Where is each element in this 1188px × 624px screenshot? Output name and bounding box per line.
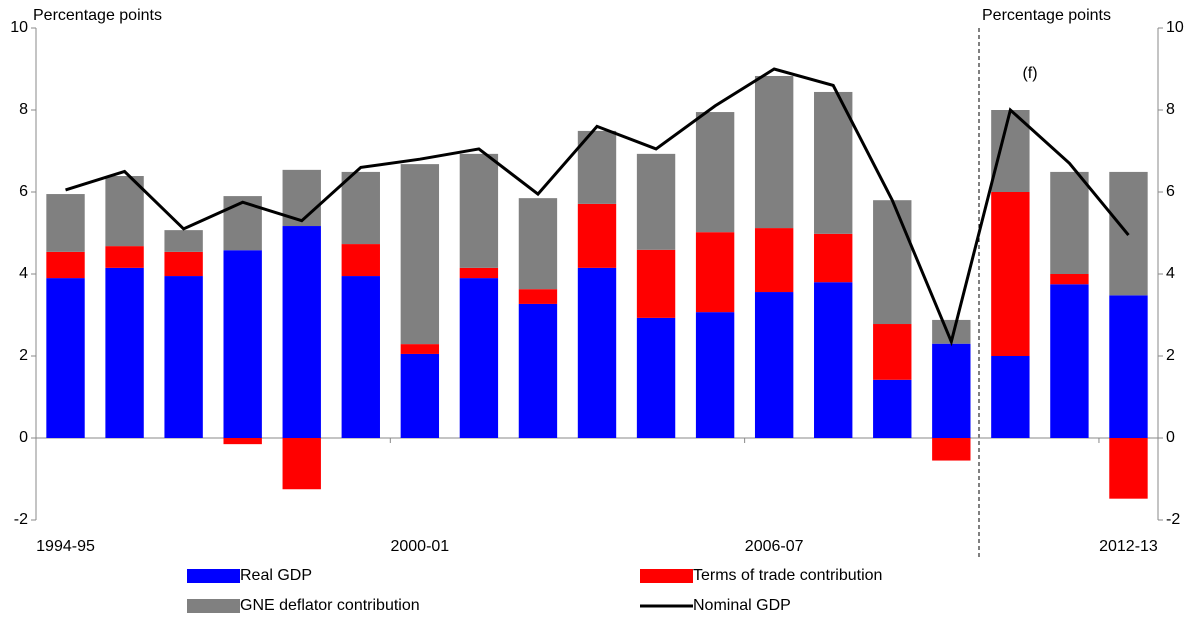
bar [754,228,794,293]
y-tick-label: 4 [19,265,28,282]
bar [695,232,735,313]
x-tick-label: 2000-01 [390,538,449,555]
bar [932,343,971,438]
y-axis-title: Percentage points [33,7,162,24]
y2-tick-label: 10 [1166,19,1184,36]
legend-label: Real GDP [240,567,312,584]
y-tick-label: -2 [14,511,28,528]
y2-tick-label: 6 [1166,183,1175,200]
bar [46,194,85,252]
bar [577,267,617,438]
legend-swatch [187,599,240,613]
bar [341,244,380,277]
bar [459,267,499,279]
bar [459,278,499,438]
bar [459,153,499,268]
bar [223,196,262,251]
bar [46,278,85,438]
y-tick-label: 2 [19,347,28,364]
x-tick-label: 2012-13 [1099,538,1158,555]
y2-tick-label: 8 [1166,101,1175,118]
bar [105,267,144,438]
bar [991,192,1030,356]
y-tick-label: 6 [19,183,28,200]
x-tick-label: 2006-07 [745,538,804,555]
bar [1109,295,1148,438]
bar [105,246,144,268]
bar [873,379,912,438]
annotation: (f) [1022,65,1037,82]
bar [164,251,203,277]
bar [518,303,558,438]
bar [932,438,971,461]
legend-swatch [640,569,693,583]
y2-tick-label: -2 [1166,511,1180,528]
bar [164,230,203,252]
y2-tick-label: 4 [1166,265,1175,282]
bar [341,171,380,245]
bar [991,356,1030,438]
bar [873,200,912,325]
bar [400,344,440,354]
legend-label: Nominal GDP [693,597,791,614]
legend-label: GNE deflator contribution [240,597,420,614]
bar [1109,438,1148,499]
bar [223,438,262,445]
bar [164,276,203,438]
bar [991,110,1030,192]
bar [1050,284,1089,438]
y-tick-label: 8 [19,101,28,118]
bar [1050,171,1089,274]
bar [400,353,440,438]
legend-swatch [187,569,240,583]
bar [814,282,853,438]
y-tick-label: 10 [10,19,28,36]
bar [518,289,558,304]
y-tick-label: 0 [19,429,28,446]
bar [873,324,912,380]
bar [282,226,321,438]
bar [636,317,676,438]
bar [695,312,735,438]
y2-tick-label: 2 [1166,347,1175,364]
bar [814,233,853,283]
bar [105,176,144,247]
bar [636,249,676,318]
line [65,67,1130,347]
bar [814,91,853,234]
bar [695,112,735,233]
bar [518,198,558,290]
bar [341,276,380,438]
bar [400,164,440,345]
bar [223,250,262,438]
bar [577,203,617,268]
legend-label: Terms of trade contribution [693,567,882,584]
bar [754,292,794,438]
bar [1050,274,1089,285]
bar [754,75,794,229]
bar [636,153,676,250]
y2-tick-label: 0 [1166,429,1175,446]
bar [932,319,971,344]
y2-axis-title: Percentage points [982,7,1111,24]
bar [282,438,321,490]
x-tick-label: 1994-95 [36,538,95,555]
bar [46,251,85,279]
